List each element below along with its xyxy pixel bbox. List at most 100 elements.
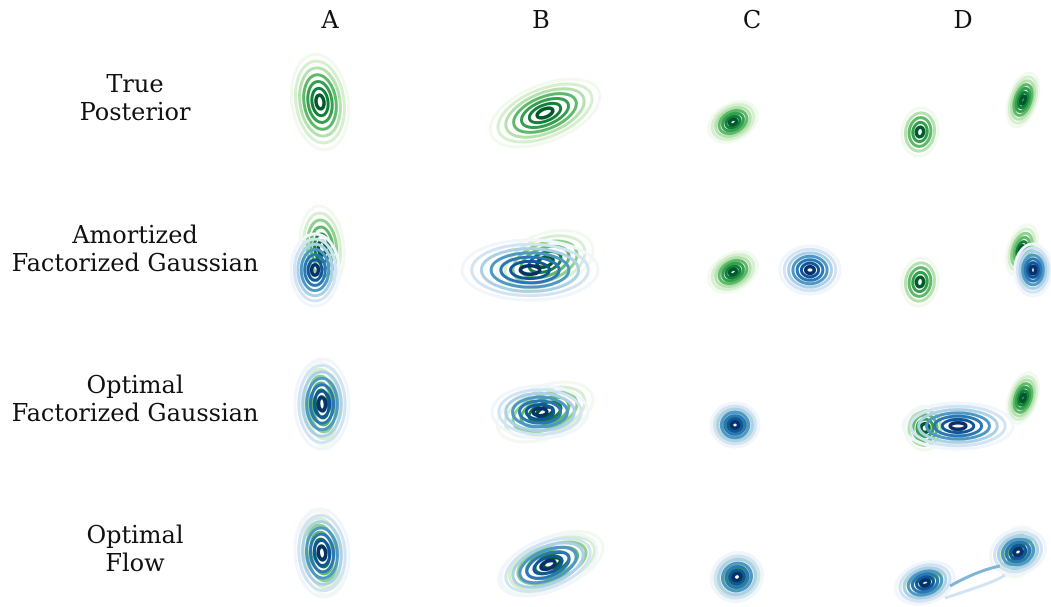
contour-level <box>306 80 334 124</box>
contour-level <box>511 395 569 429</box>
contour-level <box>707 250 759 294</box>
contour-level <box>731 571 743 583</box>
row-label-line-2: Factorized Gaussian <box>11 249 259 277</box>
contour-level <box>707 100 759 144</box>
contour-level <box>316 544 328 562</box>
contour-level <box>907 116 933 148</box>
contour-level <box>799 261 821 279</box>
true-posterior-contour <box>1005 71 1041 129</box>
contour-level <box>497 388 583 436</box>
contour-level <box>1023 257 1043 283</box>
true-posterior-contour <box>900 256 940 308</box>
row-label-amortized-factorized-gaussian: Amortized Factorized Gaussian <box>0 221 270 277</box>
contour-level <box>710 103 756 141</box>
contour-level <box>903 111 937 153</box>
contour-level <box>293 507 351 599</box>
true-posterior-contour <box>707 100 759 144</box>
contour-level <box>1005 71 1041 129</box>
contour-level <box>314 93 326 111</box>
contour-level <box>989 527 1047 577</box>
contour-level <box>511 541 585 589</box>
column-label-c: C <box>742 6 762 34</box>
contour-level <box>297 363 347 445</box>
contour-level <box>532 554 564 576</box>
contour-level <box>525 550 571 580</box>
approximation-contour <box>1013 242 1051 298</box>
contour-level <box>1021 253 1045 287</box>
contour-level <box>1012 382 1034 414</box>
column-label-a: A <box>321 6 339 34</box>
contour-level <box>996 534 1040 570</box>
contour-level <box>1004 540 1032 564</box>
contour-level <box>729 420 741 430</box>
contour-level <box>1026 261 1040 279</box>
contour-level <box>709 401 761 449</box>
true-posterior-contour <box>707 250 759 294</box>
contour-level <box>306 258 324 282</box>
contour-level <box>504 391 576 433</box>
true-posterior-contour <box>1005 371 1041 425</box>
contour-level <box>302 73 338 131</box>
contour-level <box>520 96 570 130</box>
contour-level <box>297 513 347 593</box>
contour-level <box>894 560 956 606</box>
contour-level <box>726 417 744 433</box>
approximation-contour <box>497 532 599 598</box>
approximation-contour <box>709 401 761 449</box>
contour-level <box>940 417 976 435</box>
contour-level <box>303 253 327 287</box>
contour-level <box>717 258 749 286</box>
approximation-contour <box>293 357 351 451</box>
contour-level <box>490 384 590 440</box>
contour-level <box>305 376 339 432</box>
contour-level <box>479 247 581 293</box>
contour-level <box>902 566 948 600</box>
contour-level <box>527 101 563 125</box>
contour-level <box>1014 385 1032 411</box>
contour-level <box>1005 371 1041 425</box>
flow-bridge-contour <box>949 564 1001 588</box>
contour-level <box>914 125 926 139</box>
contour-level <box>915 575 935 591</box>
contour-level <box>496 82 594 144</box>
contour-level <box>308 383 336 425</box>
contour-level <box>728 568 746 586</box>
contour-level <box>900 256 940 308</box>
contour-level <box>911 120 929 144</box>
true-posterior-contour <box>488 77 602 149</box>
contour-level <box>721 111 745 133</box>
contour-level <box>312 538 332 568</box>
contour-level <box>1013 242 1051 298</box>
column-label-d: D <box>953 6 973 34</box>
contour-level <box>782 247 838 293</box>
approximation-contour <box>778 244 842 296</box>
contour-level <box>518 263 542 277</box>
contour-level <box>512 92 578 134</box>
contour-level <box>795 258 825 282</box>
contour-level <box>724 564 750 590</box>
contour-level <box>305 526 339 580</box>
contour-level <box>723 414 747 436</box>
contour-level <box>517 399 563 425</box>
contour-level <box>911 270 929 294</box>
true-posterior-contour <box>289 52 351 152</box>
contour-level <box>787 251 833 289</box>
contour-level <box>524 403 556 421</box>
contour-level <box>914 275 926 289</box>
contour-level <box>791 254 829 286</box>
contour-level <box>712 404 758 446</box>
approximation-contour <box>289 232 341 308</box>
contour-level <box>296 242 334 298</box>
flow-bridge-contour <box>944 573 1006 600</box>
contour-level <box>1016 246 1050 294</box>
contour-level <box>310 381 334 427</box>
contour-level <box>909 404 1007 448</box>
contour-level <box>1028 264 1038 276</box>
contour-level <box>1007 75 1039 125</box>
contour-level <box>724 264 742 280</box>
contour-level <box>535 106 555 120</box>
contour-level <box>713 554 761 600</box>
row-label-line-2: Posterior <box>79 98 191 126</box>
contour-level <box>1010 79 1036 121</box>
approximation-contour <box>709 550 765 604</box>
